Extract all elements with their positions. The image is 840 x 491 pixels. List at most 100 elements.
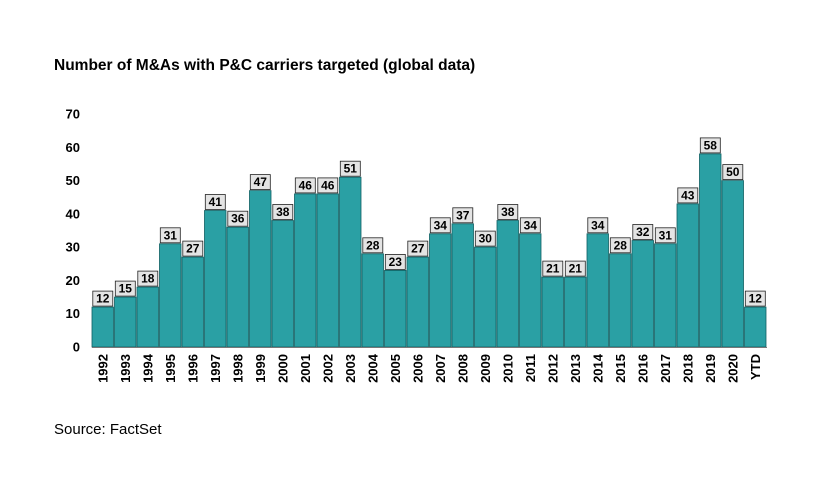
bar	[631, 240, 654, 348]
bar	[519, 233, 542, 348]
y-tick-label: 50	[66, 173, 80, 188]
data-label-box	[632, 224, 654, 240]
bar	[339, 176, 362, 348]
x-tick-label: 2005	[388, 354, 403, 383]
data-label-box	[429, 217, 451, 234]
bar	[181, 256, 204, 348]
data-label-box	[609, 237, 631, 254]
data-label: 46	[321, 178, 335, 192]
y-tick-label: 30	[66, 240, 80, 255]
bar	[294, 193, 317, 348]
bar	[271, 220, 294, 348]
data-label-box	[294, 177, 316, 194]
bar	[451, 223, 474, 348]
bar	[564, 276, 587, 348]
x-tick-label: 1993	[118, 354, 133, 383]
data-label-box	[137, 270, 159, 287]
data-label-box	[699, 137, 721, 154]
bar	[654, 243, 677, 348]
data-label-box	[384, 253, 406, 270]
data-label-box	[564, 260, 586, 277]
data-label: 38	[501, 205, 515, 219]
data-label-box	[677, 187, 699, 204]
data-label: 50	[726, 165, 740, 179]
x-tick-label: 2000	[275, 354, 290, 383]
bar	[429, 233, 452, 348]
data-label: 12	[96, 292, 110, 306]
x-tick-label: 2002	[320, 354, 335, 383]
x-tick-label: 2007	[433, 354, 448, 383]
bar	[676, 203, 699, 348]
x-tick-label: 2017	[658, 354, 673, 383]
data-label-box	[654, 227, 676, 244]
y-tick-label: 70	[66, 107, 80, 122]
data-label-box	[227, 210, 249, 227]
bar	[226, 226, 249, 348]
x-tick-label: 2010	[500, 354, 515, 383]
bar	[474, 246, 497, 348]
x-tick-label: 2001	[298, 354, 313, 383]
bar	[159, 243, 182, 348]
x-tick-label: 1994	[140, 353, 155, 383]
bar	[541, 276, 564, 348]
x-tick-label: 2018	[680, 354, 695, 383]
y-tick-label: 60	[66, 140, 80, 155]
data-label-box	[744, 290, 766, 307]
data-label-box	[204, 194, 226, 210]
x-tick-label: 1998	[230, 354, 245, 383]
x-tick-label: 2013	[568, 354, 583, 383]
bar	[744, 306, 767, 348]
data-label: 18	[141, 272, 155, 286]
x-tick-label: 2019	[703, 354, 718, 383]
chart-title: Number of M&As with P&C carriers targete…	[54, 57, 476, 74]
data-label: 15	[119, 282, 133, 296]
data-label-box	[497, 204, 519, 220]
x-tick-label: 2020	[725, 354, 740, 383]
source-note: Source: FactSet	[54, 421, 162, 438]
data-label: 36	[231, 212, 245, 226]
data-label: 23	[389, 255, 403, 269]
data-label: 58	[704, 138, 718, 152]
data-label: 47	[254, 175, 268, 189]
bar	[204, 210, 227, 348]
data-label: 31	[659, 228, 673, 242]
data-label: 34	[434, 218, 448, 232]
x-tick-label: YTD	[748, 354, 763, 380]
bar	[406, 256, 429, 348]
data-label-box	[114, 280, 136, 297]
data-label: 21	[546, 262, 560, 276]
bar	[699, 153, 722, 348]
data-label: 30	[479, 232, 493, 246]
data-label-box	[587, 217, 609, 234]
y-tick-label: 20	[66, 273, 80, 288]
bar	[384, 269, 407, 348]
x-tick-label: 2012	[545, 354, 560, 383]
data-label: 34	[524, 218, 538, 232]
bar	[249, 190, 272, 348]
data-label-box	[182, 240, 204, 257]
x-tick-label: 2006	[410, 354, 425, 383]
bar	[91, 306, 114, 348]
data-label-box	[317, 177, 339, 194]
y-tick-label: 0	[73, 340, 80, 355]
x-tick-label: 1996	[185, 354, 200, 383]
data-label-box	[339, 160, 361, 177]
data-label: 21	[569, 262, 583, 276]
x-tick-label: 1997	[208, 354, 223, 383]
x-tick-label: 1995	[163, 354, 178, 383]
data-label-box	[722, 164, 744, 181]
data-label: 12	[749, 292, 763, 306]
x-tick-label: 1992	[95, 354, 110, 383]
data-label: 27	[186, 242, 200, 256]
data-label-box	[272, 204, 294, 220]
x-tick-label: 2011	[523, 354, 538, 382]
data-label-box	[407, 240, 429, 257]
data-label: 51	[344, 162, 358, 176]
bar	[316, 193, 339, 348]
data-label: 41	[209, 195, 223, 209]
data-label: 31	[164, 228, 178, 242]
bar	[721, 180, 744, 348]
bar	[586, 233, 609, 348]
x-tick-label: 1999	[253, 354, 268, 383]
